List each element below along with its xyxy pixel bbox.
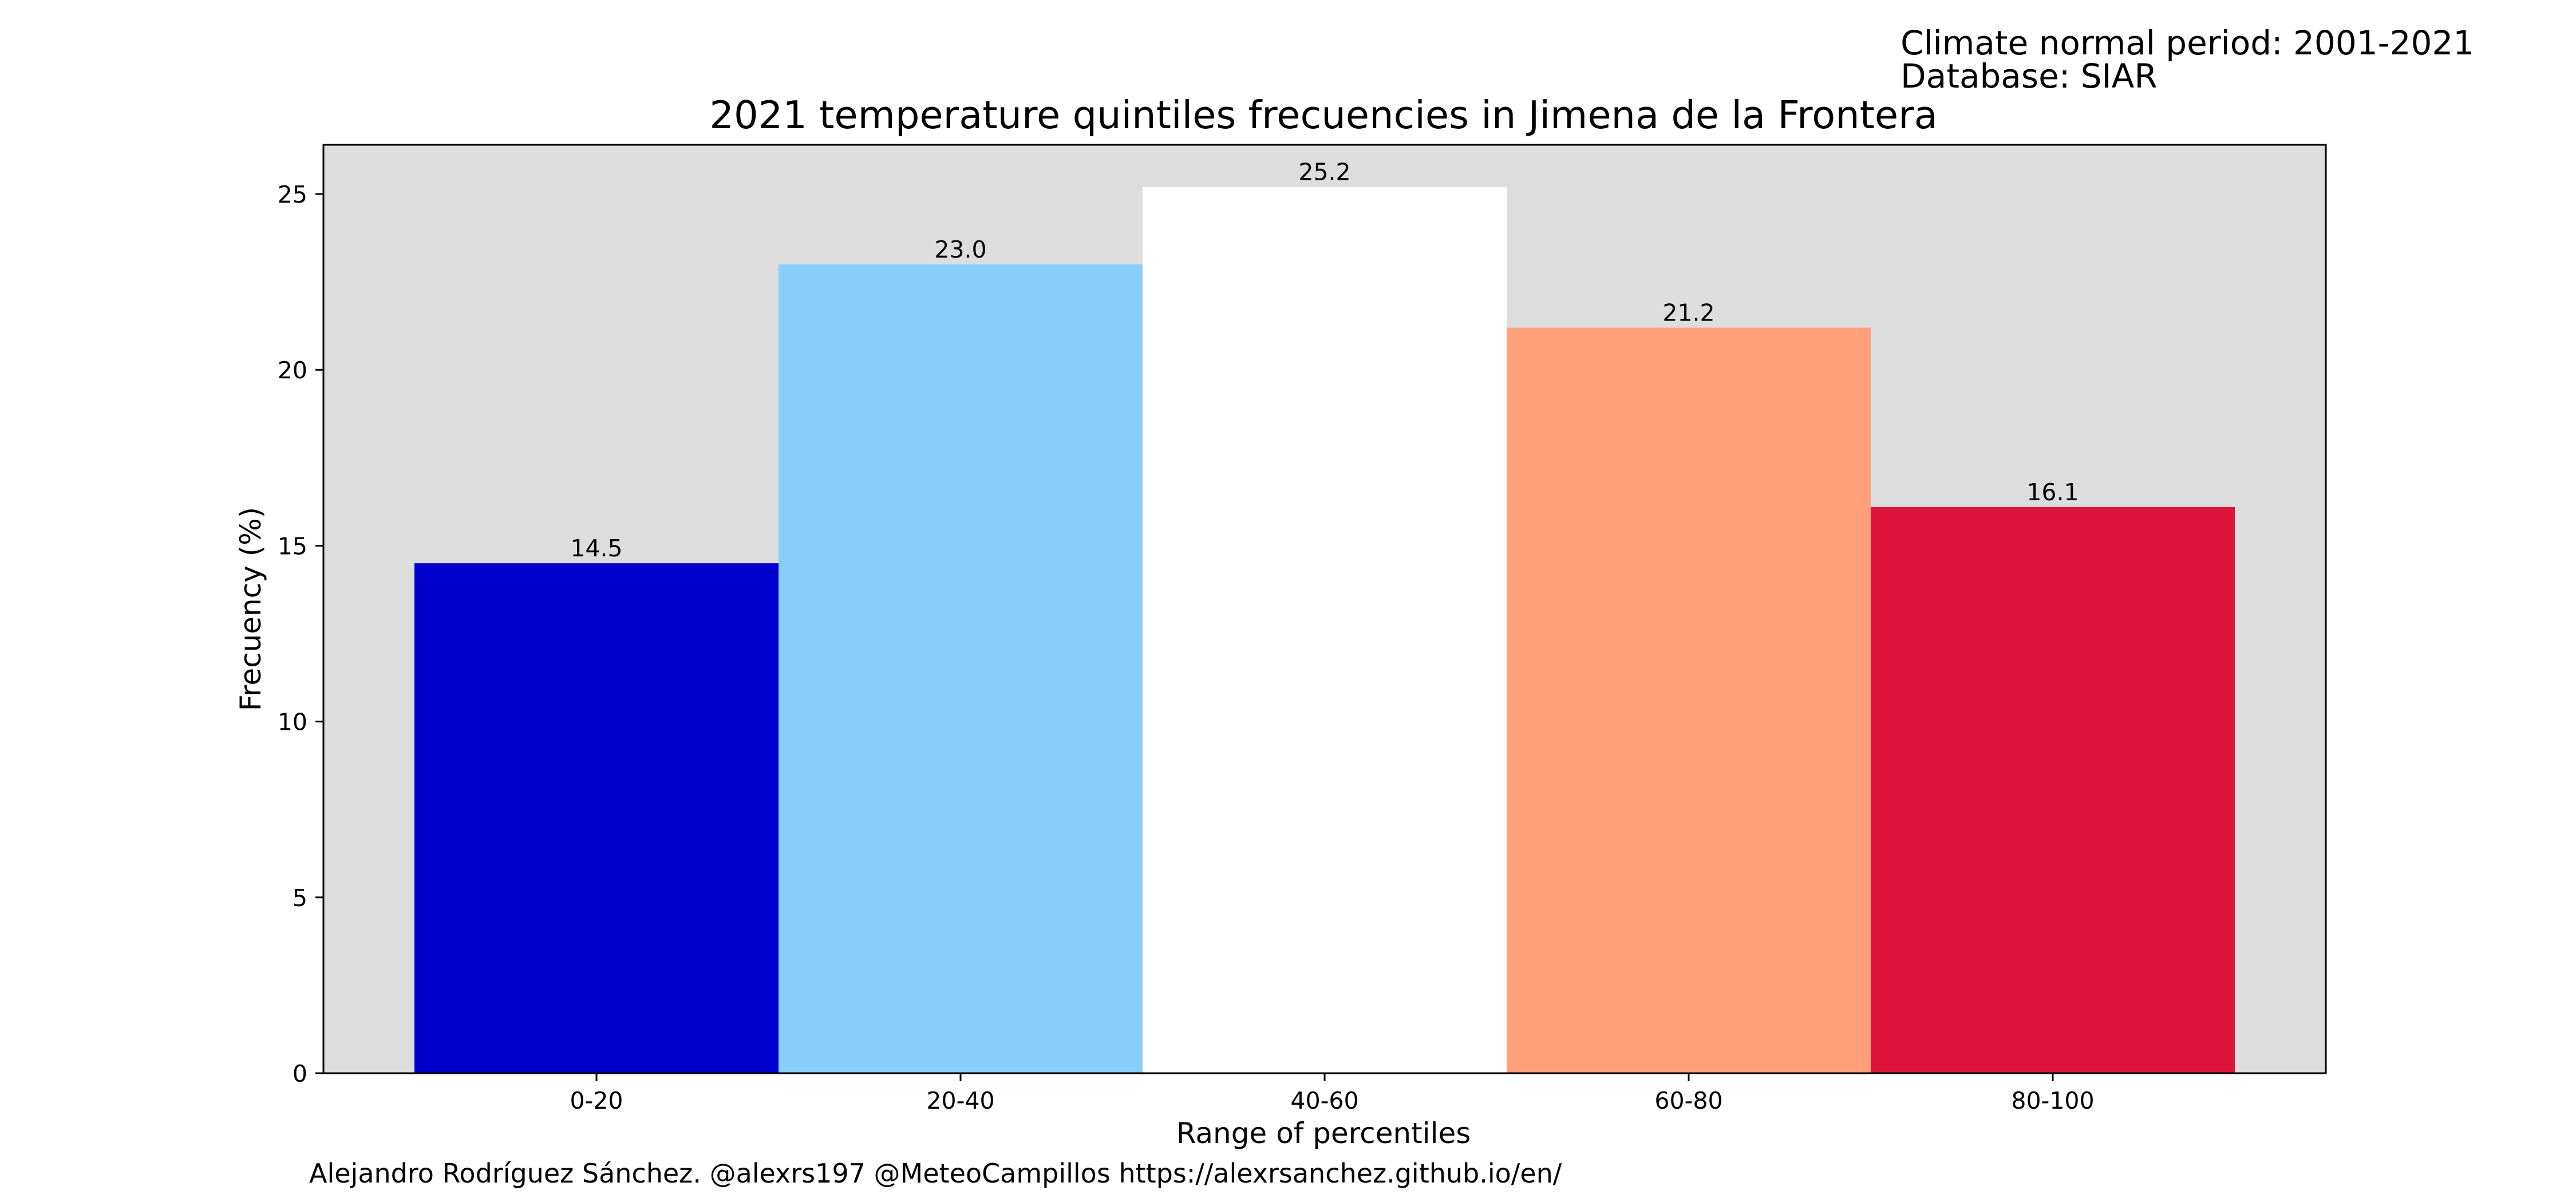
x-tick-label: 20-40 (926, 1087, 994, 1114)
bars (414, 187, 2235, 1074)
database-note: Database: SIAR (1901, 57, 2158, 96)
bar-80-100 (1871, 507, 2235, 1073)
author-credit: Alejandro Rodríguez Sánchez. @alexrs197 … (309, 1158, 1562, 1189)
chart-title: 2021 temperature quintiles frecuencies i… (709, 93, 1937, 137)
y-axis: 0 5 10 15 20 25 (278, 181, 323, 1088)
x-axis-title: Range of percentiles (1176, 1117, 1471, 1150)
y-tick-label: 10 (278, 709, 307, 736)
bar-value-label: 23.0 (934, 236, 986, 263)
bar-value-labels: 14.5 23.0 25.2 21.2 16.1 (570, 159, 2079, 562)
bar-value-label: 16.1 (2026, 479, 2079, 506)
y-tick-label: 20 (278, 357, 307, 384)
bar-value-label: 25.2 (1298, 159, 1350, 186)
climate-period-note: Climate normal period: 2001-2021 (1901, 23, 2474, 62)
x-axis: 0-20 20-40 40-60 60-80 80-100 (570, 1073, 2095, 1114)
x-tick-label: 80-100 (2011, 1087, 2094, 1114)
bar-40-60 (1143, 187, 1507, 1073)
y-tick-label: 25 (278, 181, 307, 208)
bar-20-40 (779, 264, 1143, 1074)
bar-60-80 (1507, 327, 1871, 1073)
y-axis-title: Frecuency (%) (234, 507, 267, 711)
bar-value-label: 14.5 (570, 535, 622, 562)
bar-0-20 (414, 563, 779, 1073)
y-tick-label: 15 (278, 532, 307, 560)
bar-value-label: 21.2 (1662, 299, 1714, 326)
y-tick-label: 5 (293, 884, 307, 912)
x-tick-label: 40-60 (1290, 1087, 1358, 1114)
x-tick-label: 60-80 (1654, 1087, 1722, 1114)
x-tick-label: 0-20 (570, 1087, 623, 1114)
y-tick-label: 0 (293, 1060, 307, 1088)
